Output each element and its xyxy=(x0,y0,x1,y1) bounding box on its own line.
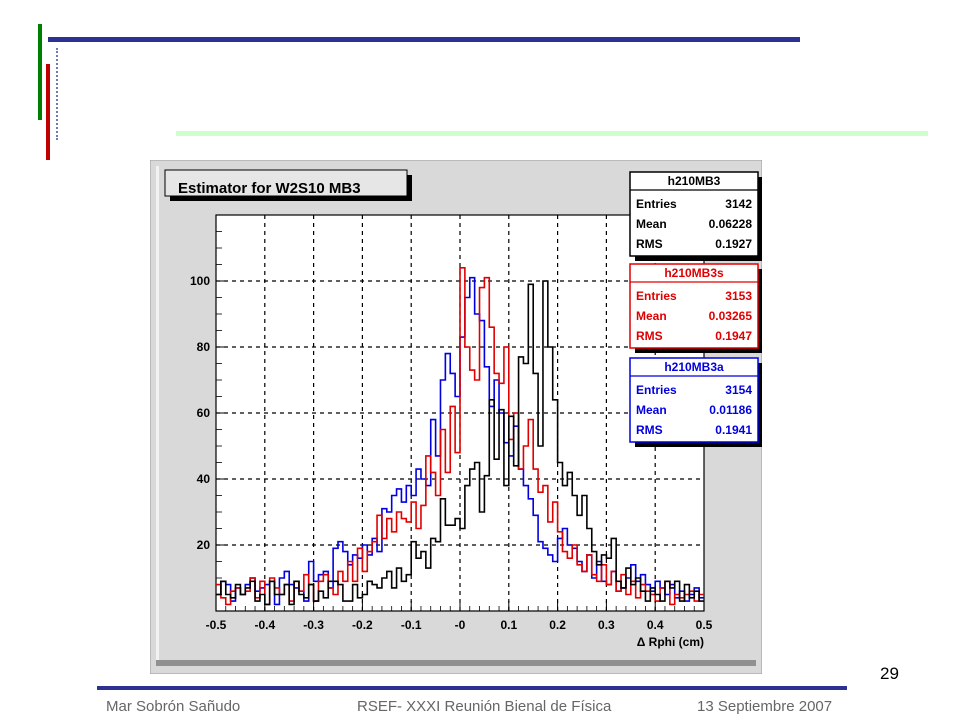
slide-number: 29 xyxy=(880,664,899,683)
chart-title: Estimator for W2S10 MB3 xyxy=(178,180,361,197)
accent-line-dotted xyxy=(56,48,58,140)
x-tick-label: 0.2 xyxy=(549,618,566,632)
y-tick-label: 20 xyxy=(197,538,211,552)
stats-label-entries: Entries xyxy=(636,197,677,211)
stats-label-entries: Entries xyxy=(636,289,677,303)
x-tick-label: -0.4 xyxy=(254,618,275,632)
footer-date: 13 Septiembre 2007 xyxy=(697,698,833,715)
y-tick-label: 80 xyxy=(197,340,211,354)
accent-bar-green-vertical xyxy=(38,24,42,120)
stats-label-rms: RMS xyxy=(636,423,663,437)
x-tick-label: -0.3 xyxy=(303,618,324,632)
stats-label-mean: Mean xyxy=(636,403,667,417)
x-tick-label: -0 xyxy=(455,618,466,632)
stats-label-mean: Mean xyxy=(636,217,667,231)
stats-label-rms: RMS xyxy=(636,329,663,343)
series-line-h210MB3 xyxy=(216,280,704,606)
x-tick-label: 0.5 xyxy=(696,618,713,632)
x-tick-label: 0.4 xyxy=(647,618,664,632)
x-axis-label: Δ Rphi (cm) xyxy=(637,635,704,649)
stats-name: h210MB3s xyxy=(664,266,724,280)
stats-label-rms: RMS xyxy=(636,237,663,251)
stats-value-mean: 0.03265 xyxy=(709,309,753,323)
x-tick-label: -0.1 xyxy=(401,618,422,632)
y-tick-label: 40 xyxy=(197,472,211,486)
y-tick-label: 60 xyxy=(197,406,211,420)
footer-event: RSEF- XXXI Reunión Bienal de Física xyxy=(357,698,612,715)
x-tick-label: -0.5 xyxy=(206,618,227,632)
x-tick-label: 0.3 xyxy=(598,618,615,632)
accent-bar-red-vertical xyxy=(46,64,50,160)
stats-value-rms: 0.1941 xyxy=(715,423,752,437)
accent-bar-navy-top xyxy=(48,37,800,42)
x-tick-label: -0.2 xyxy=(352,618,373,632)
stats-value-entries: 3153 xyxy=(725,289,752,303)
stats-value-rms: 0.1947 xyxy=(715,329,752,343)
histogram-chart: Estimator for W2S10 MB3 -0.5 -0.4 -0.3 -0.2… xyxy=(150,160,762,674)
accent-bar-light-green xyxy=(176,131,928,136)
stats-label-mean: Mean xyxy=(636,309,667,323)
stats-value-mean: 0.01186 xyxy=(709,403,752,417)
stats-value-mean: 0.06228 xyxy=(709,217,753,231)
footer-divider xyxy=(97,686,847,690)
y-tick-label: 100 xyxy=(190,274,210,288)
stats-value-entries: 3154 xyxy=(725,383,752,397)
x-tick-label: 0.1 xyxy=(500,618,517,632)
footer-author: Mar Sobrón Sañudo xyxy=(106,698,241,715)
stats-box-h210MB3s: h210MB3s Entries 3153 Mean 0.03265 RMS 0.1947 xyxy=(629,263,762,353)
stats-name: h210MB3 xyxy=(668,174,721,188)
stats-box-h210MB3: h210MB3 Entries 3142 Mean 0.06228 RMS 0.1927 xyxy=(629,171,762,261)
stats-value-entries: 3142 xyxy=(725,197,752,211)
stats-name: h210MB3a xyxy=(664,360,724,374)
stats-value-rms: 0.1927 xyxy=(715,237,752,251)
stats-box-h210MB3a: h210MB3a Entries 3154 Mean 0.01186 RMS 0.1941 xyxy=(629,357,762,447)
stats-label-entries: Entries xyxy=(636,383,677,397)
